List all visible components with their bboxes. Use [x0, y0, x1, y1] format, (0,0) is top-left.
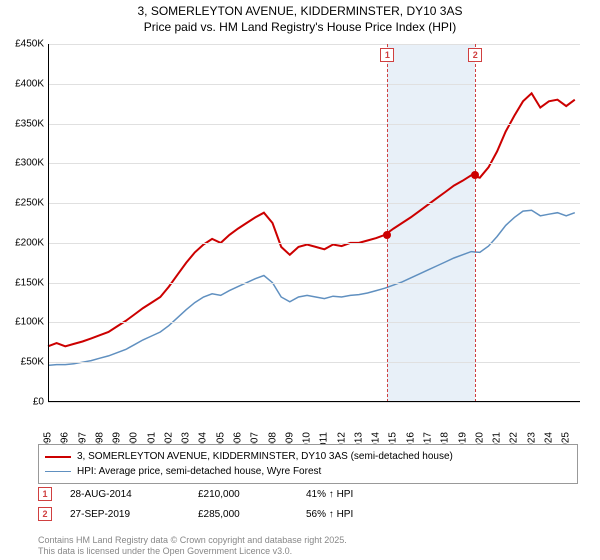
y-tick-label: £0 — [33, 397, 44, 408]
legend-label: HPI: Average price, semi-detached house,… — [77, 464, 321, 479]
y-tick-label: £50K — [21, 357, 44, 368]
sale-row-marker: 1 — [38, 487, 52, 501]
chart-svg — [48, 44, 580, 402]
sale-hpi: 56% ↑ HPI — [306, 509, 396, 520]
gridline-h — [48, 362, 580, 363]
chart-title-block: 3, SOMERLEYTON AVENUE, KIDDERMINSTER, DY… — [0, 0, 600, 37]
legend-row: HPI: Average price, semi-detached house,… — [45, 464, 571, 479]
gridline-h — [48, 163, 580, 164]
gridline-h — [48, 322, 580, 323]
legend-label: 3, SOMERLEYTON AVENUE, KIDDERMINSTER, DY… — [77, 449, 453, 464]
x-axis-labels: 1995199619971998199920002001200220032004… — [48, 404, 580, 434]
x-axis-line — [48, 401, 580, 402]
sale-hpi: 41% ↑ HPI — [306, 489, 396, 500]
gridline-h — [48, 84, 580, 85]
y-tick-label: £100K — [15, 317, 44, 328]
sale-row-marker: 2 — [38, 507, 52, 521]
gridline-h — [48, 203, 580, 204]
footer-attribution: Contains HM Land Registry data © Crown c… — [38, 535, 347, 557]
sale-date: 27-SEP-2019 — [70, 509, 180, 520]
chart-plot-area: 12 — [48, 44, 580, 402]
sale-row: 1 28-AUG-2014 £210,000 41% ↑ HPI — [38, 484, 578, 504]
sale-price: £285,000 — [198, 509, 288, 520]
y-axis-labels: £0£50K£100K£150K£200K£250K£300K£350K£400… — [0, 44, 46, 402]
sale-marker-box: 2 — [468, 48, 482, 62]
sales-table: 1 28-AUG-2014 £210,000 41% ↑ HPI 2 27-SEP-201… — [38, 484, 578, 524]
gridline-h — [48, 124, 580, 125]
footer-line2: This data is licensed under the Open Gov… — [38, 546, 347, 557]
y-tick-label: £300K — [15, 158, 44, 169]
chart-title-line2: Price paid vs. HM Land Registry's House … — [0, 20, 600, 36]
chart-title-line1: 3, SOMERLEYTON AVENUE, KIDDERMINSTER, DY… — [0, 4, 600, 20]
series-hpi — [48, 210, 575, 365]
y-tick-label: £450K — [15, 39, 44, 50]
y-tick-label: £150K — [15, 277, 44, 288]
sale-marker-box: 1 — [380, 48, 394, 62]
gridline-h — [48, 44, 580, 45]
y-tick-label: £350K — [15, 118, 44, 129]
sale-vline — [387, 44, 388, 402]
sale-dot — [383, 231, 391, 239]
legend-row: 3, SOMERLEYTON AVENUE, KIDDERMINSTER, DY… — [45, 449, 571, 464]
gridline-h — [48, 283, 580, 284]
series-price_paid — [48, 93, 575, 346]
sale-vline — [475, 44, 476, 402]
y-axis-line — [48, 44, 49, 402]
y-tick-label: £400K — [15, 78, 44, 89]
sale-row: 2 27-SEP-2019 £285,000 56% ↑ HPI — [38, 504, 578, 524]
sale-dot — [471, 171, 479, 179]
legend-swatch — [45, 471, 71, 472]
gridline-h — [48, 243, 580, 244]
gridline-h — [48, 402, 580, 403]
footer-line1: Contains HM Land Registry data © Crown c… — [38, 535, 347, 546]
legend-swatch — [45, 456, 71, 458]
sale-date: 28-AUG-2014 — [70, 489, 180, 500]
y-tick-label: £250K — [15, 198, 44, 209]
legend: 3, SOMERLEYTON AVENUE, KIDDERMINSTER, DY… — [38, 444, 578, 484]
y-tick-label: £200K — [15, 237, 44, 248]
sale-price: £210,000 — [198, 489, 288, 500]
